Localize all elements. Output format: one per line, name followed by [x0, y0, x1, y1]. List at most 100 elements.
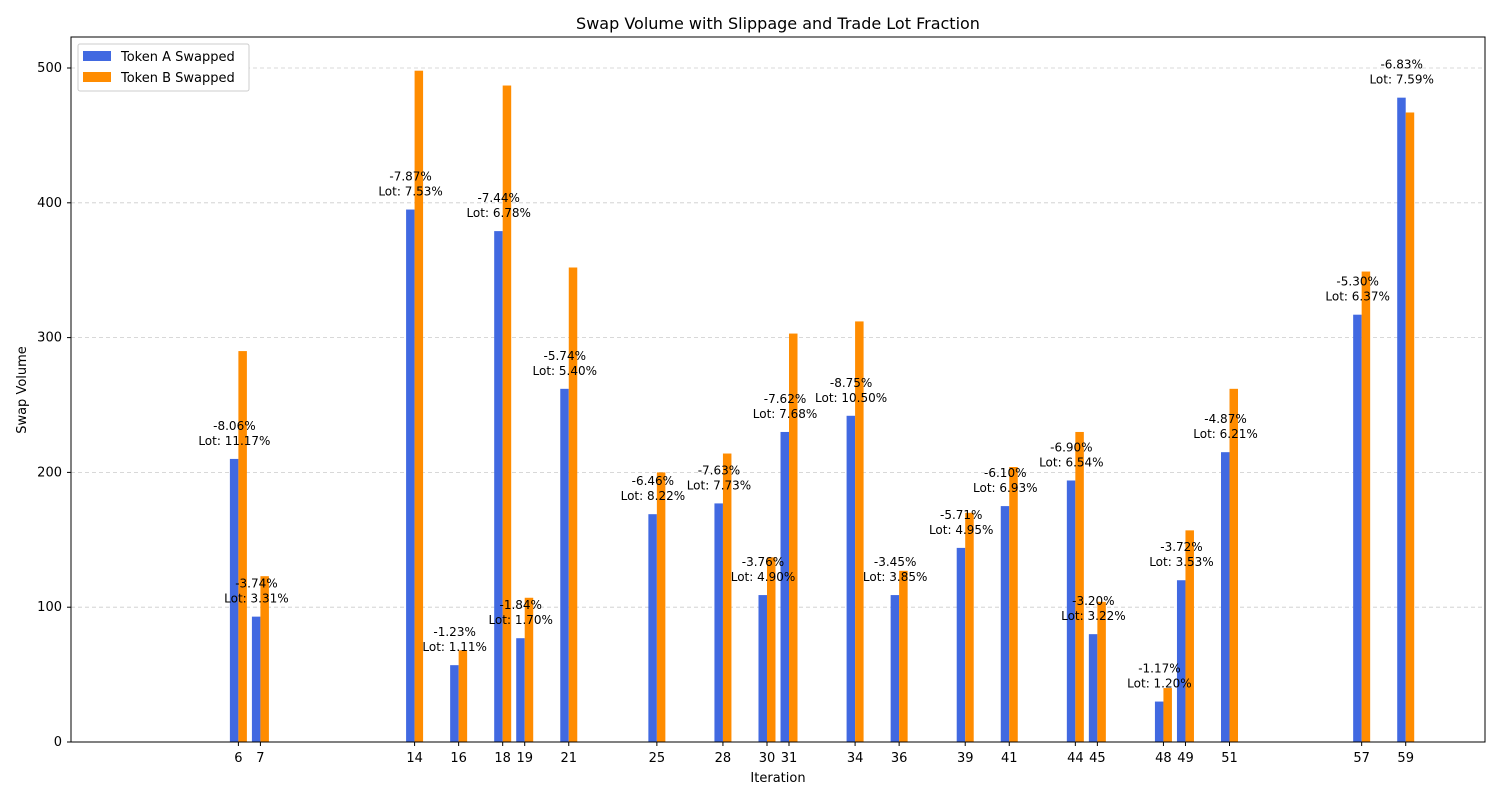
bars-layer — [229, 70, 1415, 743]
bar-token-a — [956, 547, 966, 742]
bar-token-a — [516, 638, 525, 742]
slippage-label: -6.46% — [632, 474, 674, 488]
x-tick-label: 31 — [781, 751, 798, 766]
bar-token-b — [766, 557, 776, 742]
bar-token-a — [494, 231, 503, 742]
slippage-label: -1.84% — [499, 598, 541, 612]
x-tick-label: 7 — [256, 751, 264, 766]
bar-token-b — [1361, 271, 1371, 742]
lot-fraction-label: Lot: 6.54% — [1039, 455, 1104, 469]
bar-token-b — [1009, 467, 1018, 742]
lot-fraction-label: Lot: 3.22% — [1061, 609, 1126, 623]
slippage-label: -3.45% — [874, 555, 916, 569]
slippage-label: -6.83% — [1380, 58, 1422, 72]
bar-token-a — [406, 209, 415, 742]
slippage-label: -5.74% — [544, 349, 586, 363]
bar-token-a — [648, 514, 657, 742]
slippage-label: -5.71% — [940, 508, 982, 522]
y-tick-label: 300 — [37, 331, 62, 346]
bar-token-a — [1176, 580, 1186, 742]
x-tick-label: 34 — [847, 751, 864, 766]
slippage-label: -7.87% — [389, 170, 431, 184]
slippage-label: -6.90% — [1050, 440, 1092, 454]
x-tick-label: 16 — [450, 751, 467, 766]
y-tick-label: 200 — [37, 465, 62, 480]
slippage-label: -4.87% — [1204, 412, 1246, 426]
bar-token-b — [1097, 601, 1106, 742]
bar-token-b — [722, 453, 732, 742]
x-tick-label: 41 — [1001, 751, 1018, 766]
x-tick-label: 51 — [1221, 751, 1238, 766]
legend-box — [77, 43, 250, 92]
lot-fraction-label: Lot: 6.93% — [973, 481, 1038, 495]
y-tick-label: 0 — [54, 735, 62, 750]
x-tick-label: 59 — [1397, 751, 1414, 766]
bar-token-b — [502, 85, 512, 743]
bar-token-b — [568, 267, 578, 742]
x-tick-label: 28 — [715, 751, 732, 766]
slippage-label: -7.63% — [698, 463, 740, 477]
bar-token-b — [965, 512, 974, 742]
bar-token-b — [414, 70, 424, 742]
bar-token-b — [1405, 112, 1415, 743]
bar-token-b — [458, 650, 468, 742]
bar-token-a — [450, 665, 459, 742]
slippage-label: -8.75% — [830, 376, 872, 390]
x-tick-label: 48 — [1155, 751, 1172, 766]
lot-fraction-label: Lot: 5.40% — [533, 364, 598, 378]
bar-token-b — [1163, 688, 1172, 742]
slippage-label: -7.44% — [477, 191, 519, 205]
slippage-label: -3.20% — [1072, 594, 1114, 608]
lot-fraction-label: Lot: 6.21% — [1193, 427, 1258, 441]
x-tick-label: 44 — [1067, 751, 1084, 766]
lot-fraction-label: Lot: 8.22% — [621, 489, 686, 503]
lot-fraction-label: Lot: 4.95% — [929, 523, 994, 537]
lot-fraction-label: Lot: 6.37% — [1325, 290, 1390, 304]
x-tick-label: 14 — [406, 751, 423, 766]
x-tick-label: 19 — [516, 751, 533, 766]
x-tick-label: 57 — [1353, 751, 1370, 766]
x-axis-label: Iteration — [750, 771, 805, 786]
lot-fraction-label: Lot: 11.17% — [198, 434, 270, 448]
bar-token-b — [656, 472, 666, 742]
bar-token-a — [1397, 97, 1406, 742]
legend-label-token-b: Token B Swapped — [120, 71, 235, 86]
slippage-label: -8.06% — [213, 419, 255, 433]
x-tick-label: 18 — [494, 751, 511, 766]
lot-fraction-label: Lot: 7.53% — [378, 185, 443, 199]
slippage-label: -3.76% — [742, 555, 784, 569]
bar-token-b — [524, 597, 534, 742]
lot-fraction-label: Lot: 3.53% — [1149, 555, 1214, 569]
bar-token-a — [846, 415, 856, 742]
axis-layer: 0 100 200 300 400 500 6 7 14 16 18 19 21 25 28 30 31 34 36… — [37, 61, 1414, 766]
plot-frame — [70, 36, 1486, 743]
bar-token-b — [1185, 530, 1194, 742]
bar-token-a — [1088, 634, 1098, 742]
x-tick-label: 39 — [957, 751, 974, 766]
x-tick-label: 6 — [234, 751, 242, 766]
lot-fraction-label: Lot: 10.50% — [815, 391, 887, 405]
bar-token-b — [238, 351, 247, 742]
lot-fraction-label: Lot: 1.20% — [1127, 677, 1192, 691]
legend-label-token-a: Token A Swapped — [120, 50, 235, 65]
lot-fraction-label: Lot: 7.68% — [753, 407, 818, 421]
x-tick-label: 36 — [891, 751, 908, 766]
annotations-layer: -8.06%Lot: 11.17%-3.74%Lot: 3.31%-7.87%L… — [198, 58, 1434, 691]
bar-token-a — [1154, 701, 1164, 742]
x-tick-label: 25 — [649, 751, 666, 766]
slippage-label: -6.10% — [984, 466, 1026, 480]
x-tick-label: 45 — [1089, 751, 1106, 766]
bar-token-a — [560, 388, 569, 742]
lot-fraction-label: Lot: 3.31% — [224, 592, 289, 606]
legend: Token A Swapped Token B Swapped — [77, 43, 250, 92]
bar-token-a — [1353, 314, 1362, 742]
bar-token-a — [251, 616, 261, 742]
bar-token-b — [1075, 431, 1084, 742]
lot-fraction-label: Lot: 7.59% — [1369, 73, 1434, 87]
bar-token-a — [1066, 480, 1076, 742]
lot-fraction-label: Lot: 4.90% — [731, 570, 796, 584]
bar-token-a — [714, 503, 723, 742]
slippage-label: -1.23% — [433, 625, 475, 639]
lot-fraction-label: Lot: 1.70% — [488, 613, 553, 627]
